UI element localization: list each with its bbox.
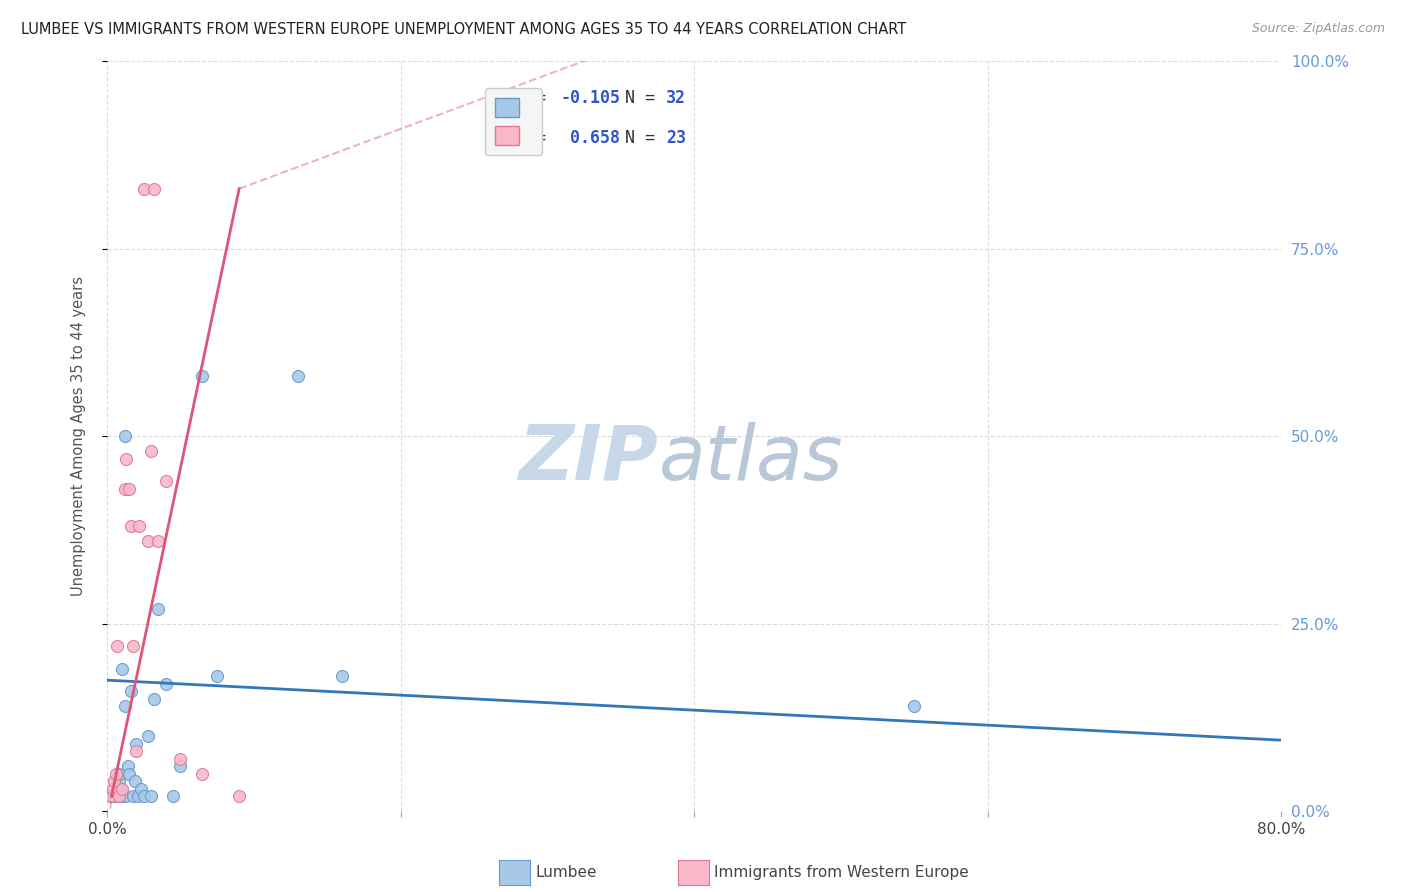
Text: R =: R = (516, 128, 555, 146)
Point (111, 662, 134, 676)
Point (127, 789, 149, 804)
Text: LUMBEE VS IMMIGRANTS FROM WESTERN EUROPE UNEMPLOYMENT AMONG AGES 35 TO 44 YEARS : LUMBEE VS IMMIGRANTS FROM WESTERN EUROPE… (21, 22, 907, 37)
Point (139, 789, 162, 804)
Point (105, 640, 128, 654)
Point (148, 602, 170, 616)
Text: Source: ZipAtlas.com: Source: ZipAtlas.com (1251, 22, 1385, 36)
Point (128, 519, 150, 533)
Point (114, 699, 136, 714)
Point (132, 182, 155, 196)
Point (100, 789, 122, 804)
Text: 0.658: 0.658 (560, 128, 620, 146)
Point (191, 369, 214, 384)
Point (169, 759, 191, 773)
Point (330, 669, 353, 683)
Point (122, 789, 145, 804)
Text: 32: 32 (666, 89, 686, 107)
Y-axis label: Unemployment Among Ages 35 to 44 years: Unemployment Among Ages 35 to 44 years (72, 277, 86, 596)
Point (111, 781, 134, 796)
Point (205, 669, 228, 683)
Point (118, 482, 141, 496)
Point (103, 789, 125, 804)
Point (122, 640, 145, 654)
Point (114, 482, 136, 496)
Legend: , : , (485, 88, 541, 155)
Point (115, 451, 138, 466)
Point (103, 774, 125, 789)
Point (155, 475, 177, 489)
Point (100, 789, 122, 804)
Point (105, 781, 128, 796)
Text: ZIP: ZIP (519, 422, 659, 496)
Point (136, 534, 159, 549)
Text: atlas: atlas (659, 422, 844, 496)
Point (148, 534, 170, 549)
Point (287, 369, 309, 384)
Point (143, 182, 166, 196)
Point (115, 789, 138, 804)
Point (124, 774, 146, 789)
Point (125, 744, 148, 758)
Point (155, 677, 177, 691)
Point (104, 767, 127, 781)
Text: N =: N = (624, 128, 665, 146)
Point (132, 789, 155, 804)
Point (139, 444, 162, 458)
Point (903, 699, 925, 714)
Point (108, 774, 131, 789)
Text: -0.105: -0.105 (560, 89, 620, 107)
Point (125, 737, 148, 751)
Point (114, 429, 136, 443)
Point (136, 730, 159, 744)
Point (143, 692, 166, 706)
Point (120, 519, 142, 533)
Point (162, 789, 184, 804)
Point (101, 781, 124, 796)
Text: Lumbee: Lumbee (536, 865, 598, 880)
Point (191, 767, 214, 781)
Point (169, 752, 191, 766)
Point (108, 789, 131, 804)
Point (111, 789, 134, 804)
Point (108, 767, 131, 781)
Text: N =: N = (624, 89, 665, 107)
Text: Immigrants from Western Europe: Immigrants from Western Europe (714, 865, 969, 880)
Point (129, 781, 152, 796)
Point (110, 781, 132, 796)
Point (118, 767, 141, 781)
Point (117, 759, 139, 773)
Point (228, 789, 250, 804)
Point (120, 684, 142, 698)
Text: 23: 23 (666, 128, 686, 146)
Text: R =: R = (516, 89, 555, 107)
